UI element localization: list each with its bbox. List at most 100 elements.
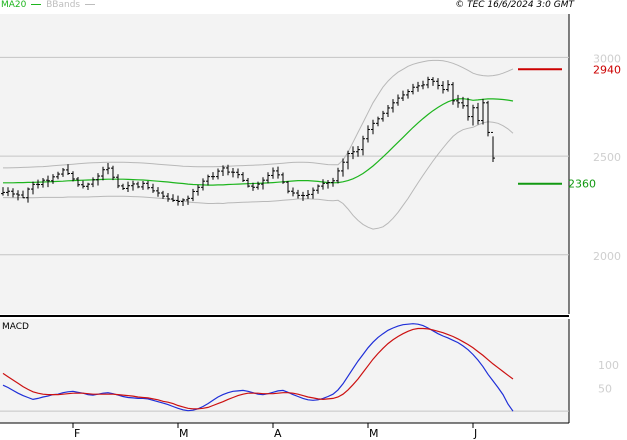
ohlc-bar <box>21 190 25 199</box>
ohlc-bar <box>411 83 415 95</box>
ohlc-bar <box>426 76 430 89</box>
ohlc-bar <box>461 96 465 109</box>
ohlc-bar <box>326 179 330 189</box>
ohlc-bar <box>126 181 130 193</box>
ohlc-bar <box>181 198 185 207</box>
ohlc-bar <box>421 80 425 90</box>
price-y-tick-label: 2000 <box>593 250 621 263</box>
ohlc-bar <box>196 184 200 196</box>
ohlc-bar <box>381 110 385 122</box>
ohlc-bar <box>276 166 280 179</box>
ohlc-bar <box>211 172 215 180</box>
macd-y-tick-label: 50 <box>598 383 612 396</box>
ohlc-bar <box>246 178 250 188</box>
legend-bbands-swatch <box>84 4 95 5</box>
ohlc-bar <box>301 191 305 201</box>
ohlc-bar <box>371 119 375 135</box>
ohlc-bar <box>86 182 90 191</box>
ohlc-bar <box>176 195 180 206</box>
ohlc-bar <box>221 165 225 177</box>
ohlc-bar <box>431 77 435 86</box>
ohlc-bar <box>291 187 295 197</box>
ohlc-bar <box>141 180 145 190</box>
ohlc-bar <box>186 195 190 205</box>
ohlc-bar <box>396 94 400 106</box>
ohlc-bar <box>466 97 470 121</box>
ohlc-bar <box>336 167 340 184</box>
ohlc-bar <box>306 190 310 199</box>
ohlc-bar <box>31 181 35 195</box>
ohlc-bar <box>476 102 480 125</box>
ohlc-bar <box>351 146 355 160</box>
price-levels: 2940 2360 <box>518 63 621 191</box>
ohlc-bar <box>391 99 395 113</box>
ohlc-bar <box>481 98 485 125</box>
x-tick-label: M <box>179 427 189 440</box>
ohlc-bar <box>41 178 45 188</box>
x-tick-label: A <box>274 427 282 440</box>
ohlc-bar <box>446 80 450 92</box>
legend-ma20-swatch <box>31 4 42 5</box>
ohlc-bar <box>216 168 220 180</box>
ohlc-bar <box>331 177 335 187</box>
resistance-level-label: 2940 <box>593 63 621 76</box>
ohlc-bar <box>76 177 80 187</box>
bollinger-bands <box>3 59 514 230</box>
ohlc-bar <box>236 168 240 179</box>
ohlc-bar <box>491 131 495 163</box>
ohlc-bar <box>271 167 275 179</box>
ohlc-bar <box>316 184 320 194</box>
ohlc-bar <box>376 116 380 127</box>
y-axis-ticks: 3000 2500 2000 100 50 <box>593 52 621 395</box>
ohlc-bar <box>96 173 100 186</box>
macd-panel-background <box>0 319 569 423</box>
ohlc-bar <box>56 171 60 180</box>
ohlc-bar <box>151 183 155 193</box>
ohlc-bar <box>201 178 205 191</box>
ohlc-bar <box>231 167 235 178</box>
ohlc-bar <box>436 78 440 90</box>
ohlc-bar <box>286 180 290 194</box>
ohlc-bar <box>256 181 260 190</box>
ohlc-bar <box>226 164 230 176</box>
ohlc-bar <box>171 194 175 202</box>
support-level-label: 2360 <box>568 178 596 191</box>
ohlc-bar <box>46 175 50 188</box>
x-tick-label: F <box>74 427 80 440</box>
ohlc-bar <box>11 188 15 198</box>
macd-y-tick-label: 100 <box>598 359 619 372</box>
price-y-tick-label: 2500 <box>593 151 621 164</box>
ohlc-bar <box>66 164 70 176</box>
ohlc-bar <box>146 180 150 190</box>
ohlc-bar <box>486 100 490 137</box>
ohlc-bar <box>386 104 390 118</box>
ohlc-bar <box>401 90 405 102</box>
ohlc-bar <box>441 81 445 94</box>
ohlc-bar <box>281 172 285 184</box>
ohlc-bar <box>26 187 30 203</box>
bb-lower-line <box>3 121 514 230</box>
ohlc-bar <box>121 183 125 191</box>
ohlc-bar <box>71 171 75 182</box>
ohlc-bar <box>251 182 255 191</box>
ohlc-bar <box>61 167 65 177</box>
ohlc-bar <box>161 190 165 199</box>
ohlc-bar <box>116 174 120 189</box>
ohlc-bar <box>346 150 350 170</box>
legend-bbands-label: BBands <box>46 0 81 10</box>
axis-gutter <box>569 14 627 440</box>
ohlc-bar <box>341 158 345 177</box>
ohlc-bar <box>16 190 20 201</box>
signal-line <box>2 327 514 410</box>
ohlc-bar <box>311 187 315 199</box>
ohlc-bar <box>361 135 365 156</box>
ohlc-bar <box>471 104 475 126</box>
macd-panel-title: MACD <box>2 322 29 332</box>
ohlc-bar <box>261 177 265 190</box>
ohlc-bar <box>166 193 170 202</box>
ohlc-bar <box>1 187 5 196</box>
ohlc-bar <box>106 163 110 175</box>
ohlc-bar <box>321 179 325 190</box>
